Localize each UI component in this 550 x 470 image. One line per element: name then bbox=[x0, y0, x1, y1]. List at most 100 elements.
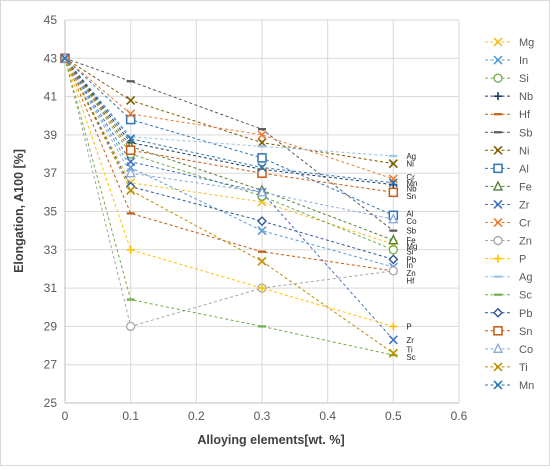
legend-label: Fe bbox=[519, 181, 532, 193]
legend-label: Ni bbox=[519, 145, 529, 157]
data-point-zr bbox=[388, 335, 398, 345]
data-point-fe bbox=[388, 234, 399, 245]
legend-marker bbox=[493, 380, 503, 390]
series-p bbox=[61, 54, 398, 331]
legend-item-cr: Cr bbox=[485, 218, 531, 230]
legend-label: Pb bbox=[519, 308, 532, 320]
data-point-zn bbox=[388, 266, 398, 276]
series-mg bbox=[60, 53, 398, 249]
annotation-label: Zr bbox=[406, 336, 414, 345]
series-line-al bbox=[64, 57, 394, 216]
data-point-p bbox=[126, 245, 135, 254]
legend-marker bbox=[493, 199, 503, 210]
series-si bbox=[60, 53, 398, 255]
legend-marker bbox=[494, 254, 502, 263]
legend-label: Mn bbox=[519, 380, 534, 392]
annotation-label: Ni bbox=[406, 160, 414, 169]
data-point-ni bbox=[388, 159, 398, 169]
data-point-zn bbox=[126, 321, 136, 332]
data-point-sn bbox=[388, 187, 399, 198]
series-co bbox=[59, 52, 399, 224]
legend-item-ag: Ag bbox=[485, 272, 532, 284]
series-line-p bbox=[64, 58, 394, 327]
legend-label: Sc bbox=[519, 290, 532, 302]
y-tick-label: 35 bbox=[44, 205, 58, 219]
annotation-label: P bbox=[406, 322, 411, 331]
x-tick-label: 0.3 bbox=[254, 409, 271, 423]
x-tick-label: 0.1 bbox=[122, 409, 139, 423]
legend-item-mn: Mn bbox=[485, 380, 534, 392]
data-point-cr bbox=[388, 174, 398, 184]
legend-item-al: Al bbox=[485, 163, 529, 175]
series-sn bbox=[60, 53, 399, 198]
series-line-mn bbox=[64, 57, 394, 184]
legend-marker bbox=[492, 342, 504, 354]
legend-marker bbox=[493, 145, 503, 155]
legend-item-sc: Sc bbox=[485, 290, 532, 302]
series-line-fe bbox=[64, 58, 394, 241]
series-line-zn bbox=[64, 58, 394, 328]
series-nb bbox=[61, 54, 398, 189]
series-line-ag bbox=[64, 57, 394, 157]
data-point-in bbox=[257, 226, 267, 236]
series-line-ni bbox=[64, 57, 394, 165]
legend-marker bbox=[493, 37, 503, 47]
series-line-ti bbox=[64, 58, 394, 354]
annotation-label: Cr bbox=[406, 173, 415, 182]
legend-label: Ag bbox=[519, 272, 532, 284]
data-point-ni bbox=[257, 137, 267, 148]
legend-label: Zn bbox=[519, 236, 532, 248]
legend-label: P bbox=[519, 254, 526, 266]
series-in bbox=[60, 53, 398, 272]
y-tick-label: 31 bbox=[44, 281, 58, 295]
y-tick-label: 33 bbox=[44, 243, 58, 257]
series-line-sc bbox=[64, 58, 394, 356]
legend: Mg In Si Nb Hf Sb Ni Al Fe Zr Cr Zn P Ag Sc Pb Sn Co Ti Mn bbox=[485, 37, 534, 392]
data-point-ti bbox=[126, 185, 136, 196]
series-line-nb bbox=[64, 57, 394, 186]
legend-label: Ti bbox=[519, 362, 528, 374]
series-line-si bbox=[64, 58, 394, 251]
data-point-sn bbox=[257, 168, 267, 178]
annotation-label: Ag bbox=[406, 152, 416, 161]
legend-label: Si bbox=[519, 73, 529, 85]
data-point-mn bbox=[257, 162, 267, 173]
legend-item-sb: Sb bbox=[485, 127, 532, 139]
legend-label: Al bbox=[519, 163, 529, 175]
legend-label: Hf bbox=[519, 109, 531, 121]
annotation-label: Sc bbox=[406, 353, 415, 362]
y-tick-labels: 25 27 29 31 33 35 37 39 41 43 45 bbox=[44, 13, 58, 410]
data-point-cr bbox=[257, 130, 267, 140]
legend-label: Zr bbox=[519, 199, 530, 211]
grid bbox=[65, 19, 460, 403]
x-axis-label: Alloying elements[wt. %] bbox=[197, 433, 344, 447]
legend-marker bbox=[493, 217, 503, 228]
series-pb bbox=[60, 53, 399, 265]
data-point-co bbox=[125, 167, 136, 178]
annotation-label: Mg bbox=[406, 242, 417, 251]
series-hf bbox=[61, 57, 398, 272]
series-ni bbox=[60, 53, 398, 169]
series-line-sn bbox=[64, 58, 394, 193]
series-cr bbox=[60, 53, 398, 184]
legend-marker bbox=[493, 55, 503, 65]
data-point-co bbox=[256, 186, 268, 197]
data-point-ti bbox=[388, 348, 398, 358]
annotation-label: In bbox=[406, 261, 413, 270]
legend-item-zr: Zr bbox=[485, 199, 530, 211]
series-sc bbox=[61, 57, 398, 357]
legend-item-hf: Hf bbox=[485, 109, 531, 121]
annotation-label: Mn bbox=[406, 179, 417, 188]
annotation-label: Co bbox=[406, 217, 417, 226]
annotation-label: Si bbox=[406, 248, 413, 257]
annotation-label: Nb bbox=[406, 185, 417, 194]
legend-marker bbox=[493, 235, 503, 246]
legend-item-zn: Zn bbox=[485, 236, 532, 248]
y-axis-label: Elongation, A100 [%] bbox=[12, 149, 26, 273]
legend-item-pb: Pb bbox=[485, 308, 532, 320]
series-layer bbox=[59, 52, 399, 358]
data-point-p bbox=[389, 322, 398, 331]
